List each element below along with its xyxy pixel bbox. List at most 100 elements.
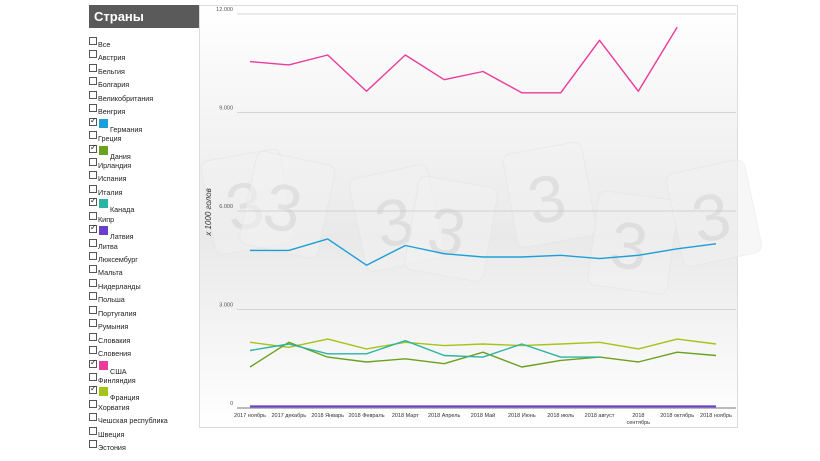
country-checkbox[interactable]	[89, 278, 97, 287]
country-item[interactable]: Все	[89, 37, 199, 51]
country-checkbox[interactable]	[89, 104, 97, 113]
country-item[interactable]: Словения	[89, 346, 199, 360]
x-tick-label-line: 2018 Апрель	[428, 413, 461, 419]
country-item[interactable]: Ирландия	[89, 157, 199, 172]
country-checkbox[interactable]	[89, 37, 97, 45]
country-checkbox[interactable]	[89, 116, 97, 126]
country-item[interactable]: Хорватия	[89, 399, 199, 414]
country-item[interactable]: Люксембург	[89, 252, 199, 266]
country-checkbox[interactable]	[89, 413, 97, 422]
country-label: США	[110, 366, 127, 376]
x-tick-label: 2017 декабрь	[271, 413, 306, 419]
x-tick-label-line: 2017 ноябрь	[234, 413, 266, 419]
country-item[interactable]: Литва	[89, 238, 199, 253]
x-tick-label: 2018 Февраль	[348, 413, 384, 419]
country-checkbox[interactable]	[89, 426, 97, 435]
series-color-swatch	[99, 199, 108, 209]
country-checkbox[interactable]	[89, 319, 97, 328]
country-checkbox[interactable]	[89, 372, 97, 381]
country-item[interactable]: Греция	[89, 131, 199, 145]
country-item[interactable]: Германия	[89, 116, 199, 134]
y-tick-label: 9.000	[219, 106, 233, 112]
country-label: Италия	[98, 187, 123, 197]
x-tick-label: 2018 Март	[392, 413, 419, 419]
x-tick-label-line: 2018 август	[585, 413, 615, 419]
country-item[interactable]: Польша	[89, 292, 199, 306]
x-tick-label: 2017 ноябрь	[234, 413, 266, 419]
y-tick-label: 0	[230, 401, 233, 407]
country-checkbox[interactable]	[89, 265, 97, 274]
country-item[interactable]: Австрия	[89, 50, 199, 64]
series-line	[250, 238, 717, 266]
x-tick-label-line: 2018 Май	[471, 412, 496, 419]
country-checkbox[interactable]	[89, 252, 97, 260]
watermark-tile: 3	[502, 141, 597, 248]
country-checkbox[interactable]	[89, 223, 97, 234]
country-item[interactable]: США	[89, 358, 199, 376]
country-item[interactable]: Венгрия	[89, 104, 199, 118]
country-item[interactable]: Канада	[89, 196, 199, 214]
country-label: Польша	[98, 295, 125, 305]
country-label: Словакия	[98, 335, 131, 345]
country-item[interactable]: Италия	[89, 184, 199, 199]
country-checkbox[interactable]	[89, 238, 97, 247]
series-color-swatch	[99, 360, 108, 370]
x-tick-label: 2018 Май	[471, 412, 496, 419]
country-label: Литва	[98, 241, 118, 251]
country-label: Мальта	[98, 268, 123, 278]
country-checkbox[interactable]	[89, 143, 97, 153]
country-checkbox[interactable]	[89, 184, 97, 193]
country-checkbox[interactable]	[89, 77, 97, 86]
country-checkbox[interactable]	[89, 131, 97, 140]
country-checkbox[interactable]	[89, 63, 97, 72]
country-item[interactable]: Финляндия	[89, 372, 199, 387]
x-tick-label-line: 2018 июль	[547, 413, 574, 419]
country-checkbox[interactable]	[89, 196, 97, 207]
country-item[interactable]: Дания	[89, 143, 199, 161]
country-item[interactable]: Бельгия	[89, 63, 199, 78]
country-checkbox[interactable]	[89, 440, 97, 449]
y-tick-label: 6.000	[219, 204, 233, 210]
country-item[interactable]: Латвия	[89, 223, 199, 241]
country-checkbox[interactable]	[89, 211, 97, 220]
country-item[interactable]: Франция	[89, 384, 199, 403]
country-item[interactable]: Кипр	[89, 211, 199, 226]
watermark-card	[404, 175, 499, 282]
country-item[interactable]: Португалия	[89, 305, 199, 320]
country-checkbox[interactable]	[89, 358, 97, 368]
country-checkbox[interactable]	[89, 292, 97, 301]
country-checkbox[interactable]	[89, 384, 97, 395]
country-label: Австрия	[98, 53, 126, 63]
y-tick-label: 3.000	[219, 303, 233, 309]
country-checkbox[interactable]	[89, 90, 97, 99]
country-item[interactable]: Румыния	[89, 319, 199, 333]
watermark-tile: 3	[587, 190, 679, 295]
series-line	[249, 340, 600, 358]
watermark-card	[665, 159, 763, 267]
country-item[interactable]: Чешская республика	[89, 413, 199, 427]
country-item[interactable]: Нидерланды	[89, 278, 199, 293]
country-checkbox[interactable]	[89, 332, 97, 341]
country-item[interactable]: Словакия	[89, 332, 199, 347]
country-checkbox[interactable]	[89, 50, 97, 59]
x-tick-label: 2018 Январь	[311, 413, 344, 419]
country-checkbox[interactable]	[89, 399, 97, 408]
x-tick-label: 2018 Июнь	[508, 413, 536, 419]
country-label: Франция	[110, 393, 140, 403]
country-label: Словения	[98, 349, 132, 359]
country-item[interactable]: Испания	[89, 171, 199, 185]
country-label: Дания	[110, 151, 131, 161]
country-item[interactable]: Болгария	[89, 77, 199, 91]
country-checkbox[interactable]	[89, 171, 97, 180]
watermark-tile: 3	[404, 175, 499, 282]
country-checkbox[interactable]	[89, 346, 97, 355]
country-label: Ирландия	[98, 160, 132, 170]
country-item[interactable]: Мальта	[89, 265, 199, 279]
country-checkbox[interactable]	[89, 305, 97, 314]
country-item[interactable]: Великобритания	[89, 90, 199, 105]
country-label: Кипр	[98, 214, 115, 224]
country-list: Все Австрия Бельгия Болгария Великобритания В…	[89, 37, 199, 455]
country-item[interactable]: Швеция	[89, 426, 199, 441]
country-item[interactable]: Эстония	[89, 440, 199, 454]
country-checkbox[interactable]	[89, 157, 97, 166]
